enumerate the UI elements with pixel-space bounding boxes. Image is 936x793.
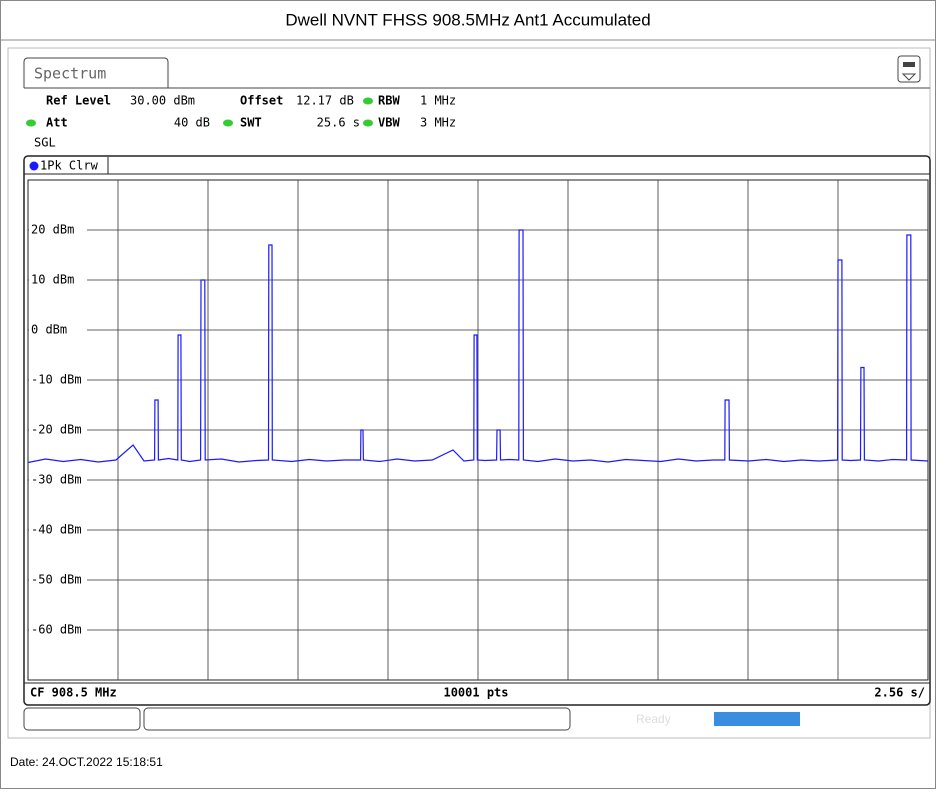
info-value: 12.17 dB — [296, 94, 354, 108]
tick-label-bg — [29, 572, 87, 588]
trace-dot — [29, 161, 39, 171]
status-dot — [223, 119, 233, 127]
info-label: Att — [46, 116, 68, 130]
footer-center: 10001 pts — [443, 686, 508, 700]
status-dot — [363, 119, 373, 127]
info-value: 3 MHz — [420, 116, 456, 130]
tick-label-bg — [29, 472, 87, 488]
footer-right: 2.56 s/ — [874, 686, 925, 700]
status-dot — [363, 97, 373, 105]
tick-label-bg — [29, 322, 87, 338]
y-tick-label: 0 dBm — [31, 323, 67, 337]
info-label: RBW — [378, 94, 400, 108]
tab[interactable] — [23, 57, 169, 88]
y-tick-label: -60 dBm — [31, 623, 82, 637]
info-value: 1 MHz — [420, 94, 456, 108]
tick-label-bg — [29, 422, 87, 438]
info-value: 30.00 dBm — [130, 94, 195, 108]
tick-label-bg — [29, 522, 87, 538]
y-tick-label: -40 dBm — [31, 523, 82, 537]
tab-label[interactable]: Spectrum — [34, 65, 106, 83]
info-label: SWT — [240, 116, 262, 130]
status-field — [143, 707, 571, 731]
menu-button[interactable] — [897, 55, 921, 83]
status-field — [23, 707, 141, 731]
info-label: VBW — [378, 116, 400, 130]
status-text: Ready — [636, 712, 671, 726]
status-dot — [26, 119, 36, 127]
info-label: Ref Level — [46, 94, 111, 108]
info-value: 25.6 s — [317, 116, 360, 130]
mode-label: SGL — [34, 136, 56, 150]
tick-label-bg — [29, 622, 87, 638]
trace-label: 1Pk Clrw — [40, 159, 99, 173]
y-tick-label: -20 dBm — [31, 423, 82, 437]
tick-label-bg — [29, 372, 87, 388]
menu-icon — [903, 62, 915, 67]
menu-icon — [901, 73, 917, 81]
tick-label-bg — [29, 222, 87, 238]
y-tick-label: -30 dBm — [31, 473, 82, 487]
y-tick-label: 10 dBm — [31, 273, 74, 287]
info-value: 40 dB — [174, 116, 210, 130]
trace — [27, 229, 929, 464]
date: Date: 24.OCT.2022 15:18:51 — [10, 755, 163, 769]
chart-title: Dwell NVNT FHSS 908.5MHz Ant1 Accumulate… — [285, 10, 650, 29]
footer-left: CF 908.5 MHz — [30, 686, 117, 700]
y-tick-label: -50 dBm — [31, 573, 82, 587]
y-tick-label: -10 dBm — [31, 373, 82, 387]
y-tick-label: 20 dBm — [31, 223, 74, 237]
tick-label-bg — [29, 272, 87, 288]
progress-bar — [714, 712, 800, 726]
info-label: Offset — [240, 94, 283, 108]
